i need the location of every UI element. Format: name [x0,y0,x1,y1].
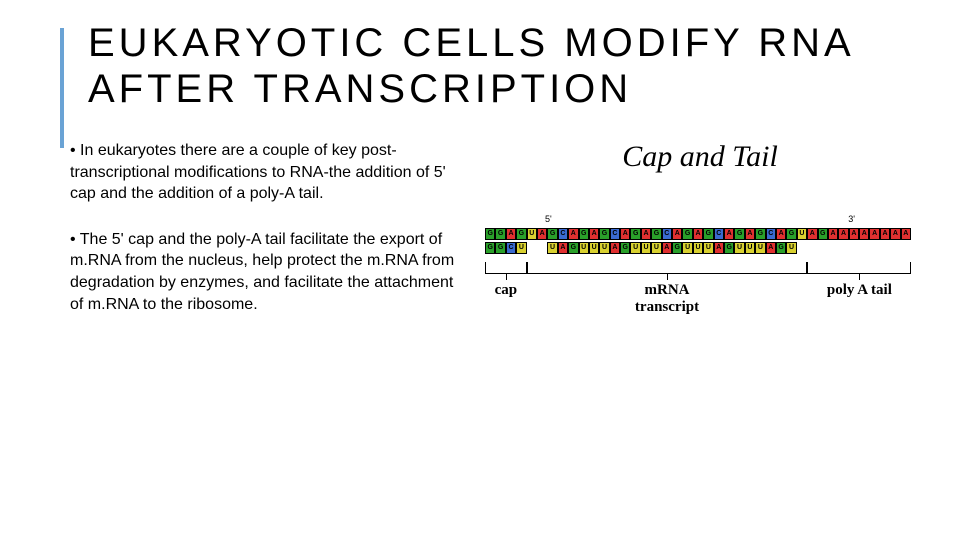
base-A: A [745,228,755,240]
base-A: A [620,228,630,240]
base-A: A [880,228,890,240]
base-U: U [745,242,755,254]
rna-strip: GGAGUAGCAGAGCAGAGCAGAGCAGAGCAGUAGAAAAAAA… [485,228,915,256]
base-A: A [849,228,859,240]
base-A: A [869,228,879,240]
rna-row-top: GGAGUAGCAGAGCAGAGCAGAGCAGAGCAGUAGAAAAAAA… [485,228,911,240]
base-U: U [599,242,609,254]
content-row: In eukaryotes there are a couple of key … [70,140,920,339]
diagram-column: Cap and Tail 5' 3' GGAGUAGCAGAGCAGAGCAGA… [480,140,920,339]
base-G: G [682,228,692,240]
base-A: A [641,228,651,240]
bullet-column: In eukaryotes there are a couple of key … [70,140,460,339]
base-U: U [516,242,526,254]
base-A: A [859,228,869,240]
base-U: U [579,242,589,254]
base-A: A [693,228,703,240]
region-label-cap: cap [476,282,536,299]
bracket-cap [485,262,527,274]
base-C: C [766,228,776,240]
title-accent-bar [60,28,64,148]
base-A: A [890,228,900,240]
base-A: A [672,228,682,240]
base-C: C [506,242,516,254]
base-G: G [485,228,495,240]
base-U: U [703,242,713,254]
base-G: G [734,228,744,240]
base-A: A [662,242,672,254]
base-U: U [641,242,651,254]
bracket-mRNA-transcript [527,262,808,274]
base-A: A [838,228,848,240]
base-U: U [527,228,537,240]
base-G: G [516,228,526,240]
base-G: G [579,228,589,240]
base-G: G [724,242,734,254]
base-G: G [630,228,640,240]
base-C: C [558,228,568,240]
base-G: G [485,242,495,254]
base-U: U [630,242,640,254]
base-U: U [547,242,557,254]
base-A: A [589,228,599,240]
base-G: G [599,228,609,240]
base-A: A [901,228,911,240]
base-C: C [714,228,724,240]
slide-title: EUKARYOTIC CELLS MODIFY RNA AFTER TRANSC… [88,20,920,112]
region-label-poly-A-tail: poly A tail [804,282,914,299]
base-G: G [776,242,786,254]
base-G: G [495,242,505,254]
base-G: G [703,228,713,240]
base-A: A [558,242,568,254]
region-label-mRNA-transcript: mRNAtranscript [607,282,727,316]
diagram-heading: Cap and Tail [480,140,920,174]
base-G: G [568,242,578,254]
base-G: G [786,228,796,240]
base-U: U [786,242,796,254]
base-U: U [589,242,599,254]
base-A: A [537,228,547,240]
base-A: A [828,228,838,240]
base-A: A [506,228,516,240]
rna-diagram: 5' 3' GGAGUAGCAGAGCAGAGCAGAGCAGAGCAGUAGA… [485,214,915,334]
base-G: G [547,228,557,240]
base-A: A [568,228,578,240]
bracket-poly-A-tail [807,262,911,274]
base-U: U [734,242,744,254]
base-G: G [818,228,828,240]
base-U: U [755,242,765,254]
bullet-1: In eukaryotes there are a couple of key … [70,140,460,205]
slide: EUKARYOTIC CELLS MODIFY RNA AFTER TRANSC… [0,0,960,540]
base-G: G [620,242,630,254]
base-A: A [714,242,724,254]
base-G: G [672,242,682,254]
base-U: U [693,242,703,254]
bullet-2: The 5' cap and the poly-A tail facilitat… [70,229,460,315]
rna-row-bottom: GGCUUAGUUUAGUUUAGUUUAGUUUAGU [485,242,911,254]
base-A: A [610,242,620,254]
base-A: A [807,228,817,240]
base-A: A [724,228,734,240]
base-G: G [755,228,765,240]
three-prime-label: 3' [848,214,855,224]
base-A: A [766,242,776,254]
base-U: U [682,242,692,254]
base-C: C [662,228,672,240]
base-U: U [651,242,661,254]
base-G: G [651,228,661,240]
base-A: A [776,228,786,240]
five-prime-label: 5' [545,214,552,224]
base-C: C [610,228,620,240]
base-U: U [797,228,807,240]
base-G: G [495,228,505,240]
